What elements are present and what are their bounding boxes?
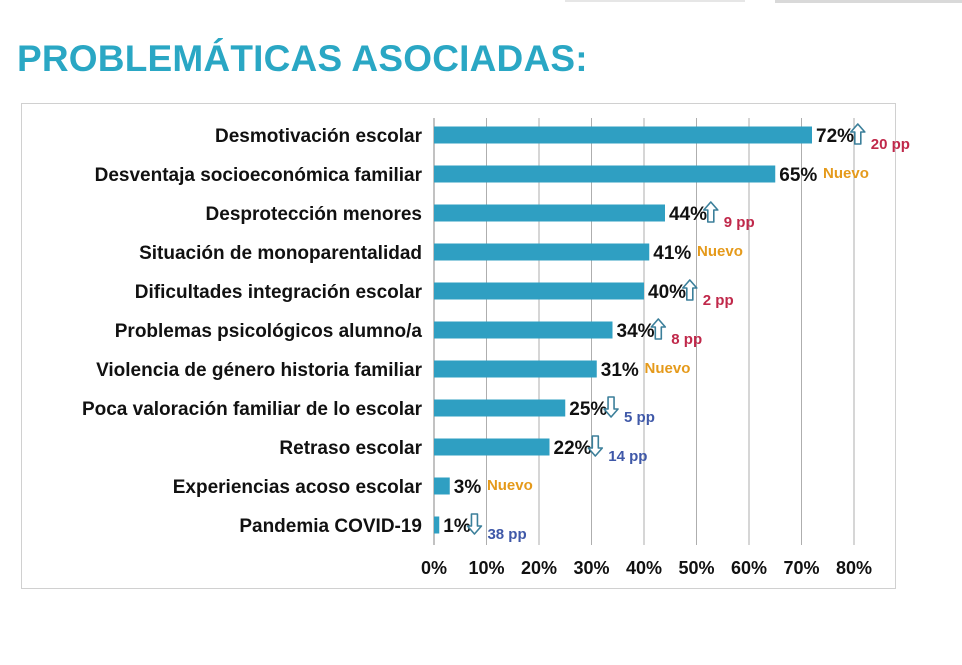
top-decorative-rule-left [565, 0, 745, 2]
x-tick-label: 80% [836, 558, 872, 578]
category-label: Poca valoración familiar de lo escolar [82, 399, 423, 420]
x-tick-label: 50% [678, 558, 714, 578]
arrow-up-icon [682, 279, 698, 301]
new-tag: Nuevo [645, 360, 691, 377]
category-label: Desventaja socioeconómica familiar [95, 165, 423, 186]
value-label: 44% [669, 204, 707, 225]
value-label: 41% [653, 243, 691, 264]
bar [434, 399, 566, 417]
page-title: PROBLEMÁTICAS ASOCIADAS: [17, 38, 588, 79]
value-label: 3% [454, 477, 482, 498]
change-label: 14 pp [608, 448, 647, 465]
chart-frame [21, 103, 896, 589]
bar [434, 126, 812, 144]
change-label: 20 pp [871, 136, 910, 153]
x-tick-label: 10% [468, 558, 504, 578]
arrow-down-icon [603, 396, 619, 418]
top-decorative-rule [775, 0, 962, 3]
category-label: Pandemia COVID-19 [239, 516, 422, 537]
category-label: Experiencias acoso escolar [173, 477, 423, 498]
value-label: 34% [617, 321, 655, 342]
bar [434, 243, 650, 261]
value-label: 31% [601, 360, 639, 381]
change-label: 38 pp [487, 526, 526, 543]
category-label: Situación de monoparentalidad [139, 243, 422, 264]
category-label: Dificultades integración escolar [135, 282, 423, 303]
bar [434, 438, 550, 456]
bar [434, 282, 644, 300]
arrow-up-icon [703, 201, 719, 223]
bar [434, 477, 450, 495]
new-tag: Nuevo [487, 477, 533, 494]
x-tick-label: 0% [421, 558, 447, 578]
x-tick-label: 30% [573, 558, 609, 578]
bar [434, 516, 440, 534]
arrow-down-icon [466, 513, 483, 535]
bar [434, 165, 776, 183]
value-label: 22% [554, 438, 592, 459]
category-label: Desprotección menores [206, 204, 422, 225]
value-label: 40% [648, 282, 686, 303]
change-label: 8 pp [671, 331, 702, 348]
new-tag: Nuevo [697, 243, 743, 260]
value-label: 25% [569, 399, 607, 420]
category-label: Retraso escolar [279, 438, 422, 459]
category-label: Desmotivación escolar [215, 126, 423, 147]
change-label: 9 pp [724, 214, 755, 231]
bar [434, 321, 613, 339]
x-tick-label: 40% [626, 558, 662, 578]
bar [434, 204, 665, 222]
value-label: 65% [779, 165, 817, 186]
new-tag: Nuevo [823, 165, 869, 182]
category-label: Problemas psicológicos alumno/a [115, 321, 423, 342]
change-label: 2 pp [703, 292, 734, 309]
value-label: 1% [443, 516, 471, 537]
arrow-up-icon [850, 123, 866, 145]
category-label: Violencia de género historia familiar [96, 360, 423, 381]
arrow-up-icon [650, 318, 667, 340]
bar [434, 360, 597, 378]
x-tick-label: 20% [521, 558, 557, 578]
change-label: 5 pp [624, 409, 655, 426]
arrow-down-icon [587, 435, 604, 457]
x-tick-label: 60% [731, 558, 767, 578]
x-tick-label: 70% [783, 558, 819, 578]
value-label: 72% [816, 126, 854, 147]
